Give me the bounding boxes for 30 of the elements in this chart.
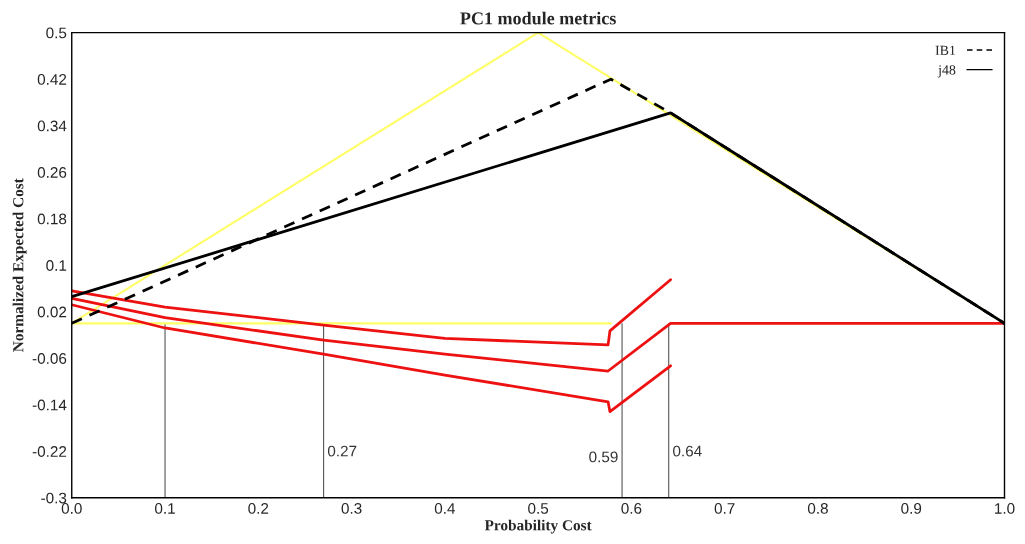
ref-line-label: 0.59 — [589, 451, 618, 463]
ref-line-label: 0.27 — [327, 445, 357, 457]
y-tick-label: 0.18 — [37, 213, 67, 225]
x-tick-label: 0.8 — [807, 503, 828, 514]
x-tick-label: 0.0 — [61, 503, 82, 514]
x-tick-label: 0.3 — [341, 503, 362, 514]
legend-label: IB1 — [935, 45, 956, 55]
x-tick-label: 0.7 — [714, 503, 735, 514]
x-tick-label: 0.4 — [434, 503, 456, 514]
y-tick-label: 0.34 — [37, 120, 67, 132]
y-tick-label: -0.14 — [32, 399, 67, 411]
y-axis-title: Normalized Expected Cost — [12, 178, 27, 352]
x-tick-label: 0.5 — [528, 503, 549, 514]
x-tick-label: 0.9 — [901, 503, 922, 514]
chart-title: PC1 module metrics — [460, 11, 616, 25]
x-axis-title: Probability Cost — [484, 519, 592, 534]
y-tick-label: -0.22 — [32, 446, 67, 457]
y-tick-label: 0.1 — [46, 260, 67, 271]
x-tick-label: 0.2 — [248, 503, 269, 514]
y-tick-label: -0.06 — [32, 353, 67, 364]
x-tick-label: 0.1 — [155, 503, 175, 514]
y-tick-label: 0.26 — [37, 167, 67, 178]
ref-line-label: 0.64 — [673, 445, 702, 457]
legend-label: j48 — [937, 65, 956, 78]
y-tick-label: 0.42 — [37, 74, 67, 85]
y-tick-label: -0.3 — [41, 492, 67, 504]
x-tick-label: 1.0 — [995, 503, 1015, 514]
y-tick-label: 0.02 — [37, 306, 67, 318]
y-tick-label: 0.5 — [46, 27, 67, 39]
x-tick-label: 0.6 — [621, 503, 642, 514]
